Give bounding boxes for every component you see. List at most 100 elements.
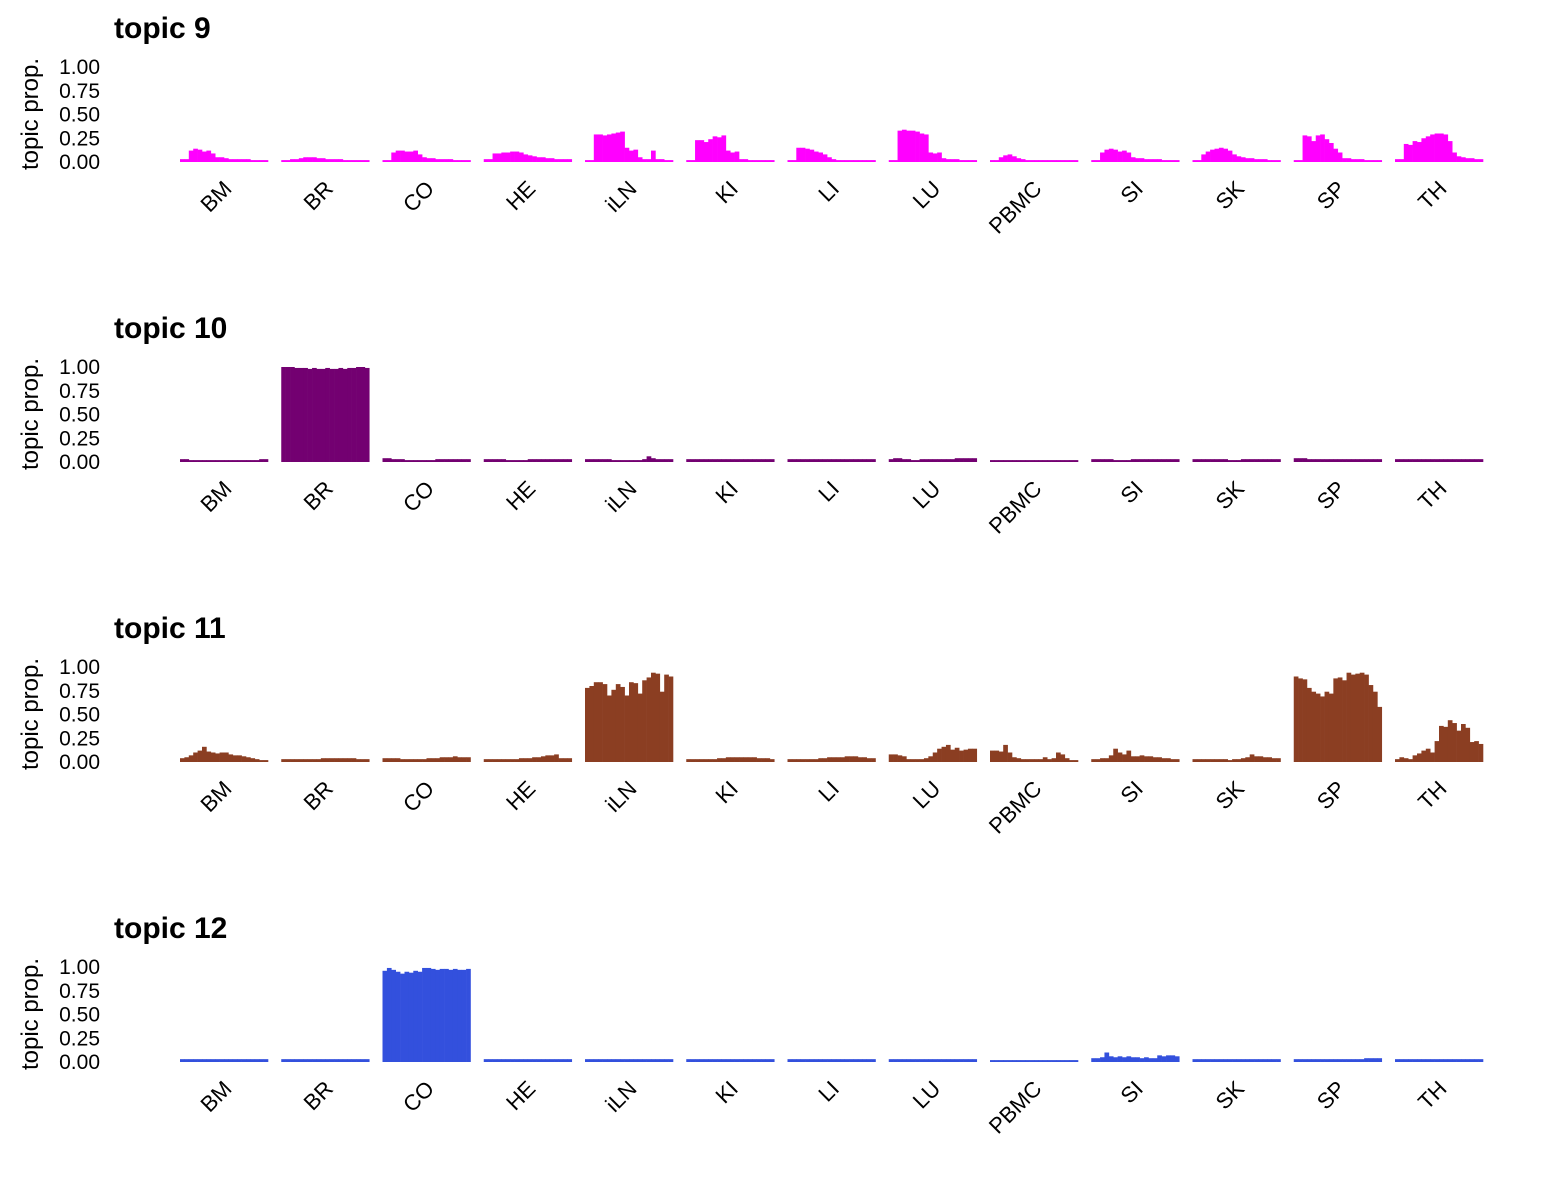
bar <box>633 149 639 162</box>
bar <box>1465 1059 1471 1062</box>
bar <box>554 754 559 762</box>
bar <box>1130 459 1136 462</box>
bar <box>1210 149 1215 162</box>
bar <box>558 1059 564 1062</box>
bar <box>545 755 551 762</box>
bar <box>1201 1059 1206 1062</box>
bar <box>237 1059 242 1062</box>
bar <box>827 459 832 462</box>
bar <box>1056 1060 1061 1062</box>
bar <box>1465 459 1471 462</box>
bar <box>1227 460 1233 462</box>
bar <box>562 459 568 462</box>
bar <box>1434 459 1440 462</box>
bar <box>523 460 529 462</box>
bar <box>1346 158 1352 162</box>
bar <box>809 1059 815 1062</box>
bar <box>483 159 489 162</box>
bar <box>1306 459 1312 462</box>
bar <box>994 460 1000 462</box>
bar <box>1333 678 1339 762</box>
bar <box>232 755 238 762</box>
bar <box>1337 1059 1343 1062</box>
bar <box>791 160 797 162</box>
bar <box>210 460 216 462</box>
y-tick-label: 0.50 <box>59 404 100 427</box>
bar <box>893 754 898 762</box>
bar <box>1368 685 1374 762</box>
bar <box>651 672 656 762</box>
bar <box>246 757 251 762</box>
bar <box>501 759 507 762</box>
bar <box>928 152 934 162</box>
bar <box>835 160 841 162</box>
bar <box>787 1059 793 1062</box>
bar <box>386 160 392 162</box>
bar <box>307 759 313 762</box>
y-axis-label: topic prop. <box>17 58 44 170</box>
bar <box>752 757 757 762</box>
bar <box>998 157 1004 162</box>
bar <box>439 159 445 162</box>
bar <box>1298 458 1303 462</box>
bar <box>1100 152 1105 162</box>
bar <box>796 1059 801 1062</box>
bar <box>1047 160 1052 162</box>
bar <box>1328 693 1334 762</box>
bar <box>818 758 823 762</box>
bar <box>1355 673 1361 762</box>
bar <box>316 158 322 162</box>
bar <box>1355 1059 1361 1062</box>
bar <box>853 459 859 462</box>
bar <box>893 458 898 462</box>
y-tick-label: 0.75 <box>59 680 100 703</box>
bar <box>1408 144 1413 162</box>
bar <box>990 750 995 762</box>
bar <box>756 459 762 462</box>
bar <box>435 159 440 162</box>
bar <box>1262 159 1268 162</box>
bar <box>320 758 326 762</box>
bar <box>1249 1059 1255 1062</box>
bar <box>998 751 1004 762</box>
bar <box>202 746 207 762</box>
bar <box>1240 459 1246 462</box>
bar <box>1113 460 1118 462</box>
bar <box>457 757 462 762</box>
bar <box>395 459 401 462</box>
bar <box>703 1059 709 1062</box>
bar <box>765 160 771 162</box>
y-tick-label: 0.00 <box>59 1051 100 1074</box>
bar <box>646 456 652 462</box>
bar <box>725 757 731 762</box>
bar <box>866 1059 872 1062</box>
bar <box>1447 1059 1453 1062</box>
bar <box>712 1059 718 1062</box>
bar <box>937 748 942 762</box>
bar <box>615 132 621 162</box>
bar <box>1311 141 1317 162</box>
bar <box>849 1059 854 1062</box>
bar <box>734 1059 740 1062</box>
bar <box>611 1059 617 1062</box>
bar <box>1293 458 1299 462</box>
bar <box>1421 459 1427 462</box>
bar <box>281 759 286 762</box>
bar <box>197 149 203 162</box>
bar <box>1020 159 1026 162</box>
bar <box>717 1059 722 1062</box>
bar <box>998 1060 1004 1062</box>
bar <box>1337 152 1343 162</box>
bar <box>1029 460 1035 462</box>
bar <box>769 1059 775 1062</box>
bar <box>818 1059 823 1062</box>
bar <box>1227 1059 1233 1062</box>
bar <box>466 459 471 462</box>
bar <box>1372 160 1378 162</box>
bar <box>629 460 634 462</box>
bar <box>347 367 352 462</box>
bar <box>1218 459 1224 462</box>
bar <box>254 160 260 162</box>
bar <box>1417 142 1422 162</box>
